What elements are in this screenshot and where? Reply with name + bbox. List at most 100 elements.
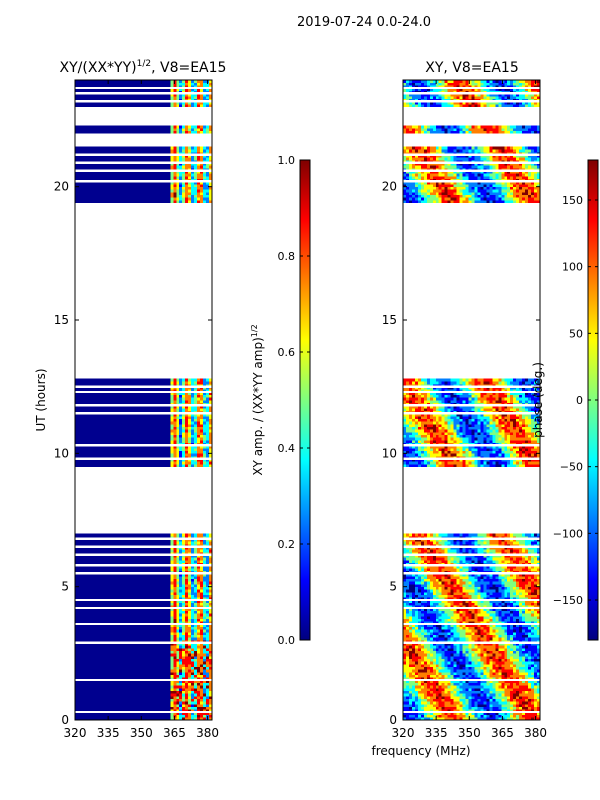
heatmap-cell [194, 453, 198, 457]
heatmap-cell [200, 538, 204, 542]
heatmap-cell [188, 648, 192, 651]
heatmap-cell [113, 704, 117, 707]
heatmap-cell [137, 624, 141, 627]
heatmap-cell [89, 464, 94, 467]
heatmap-cell [113, 682, 117, 686]
heatmap-cell [185, 626, 189, 630]
heatmap-cell [143, 610, 147, 614]
heatmap-cell [101, 685, 106, 689]
heatmap-cell [122, 714, 126, 718]
heatmap-cell [176, 669, 180, 673]
heatmap-cell [182, 400, 186, 403]
heatmap-cell [206, 560, 210, 563]
heatmap-cell [200, 592, 204, 595]
heatmap-cell [107, 546, 112, 550]
heatmap-cell [185, 581, 189, 585]
heatmap-cell [143, 632, 147, 635]
heatmap-cell [125, 437, 129, 441]
heatmap-cell [185, 576, 189, 579]
heatmap-cell [80, 594, 85, 598]
heatmap-cell [194, 192, 198, 195]
heatmap-cell [128, 672, 132, 675]
heatmap-cell [119, 533, 123, 537]
heatmap-cell [203, 682, 207, 686]
heatmap-cell [155, 418, 159, 422]
heatmap-cell [101, 450, 106, 454]
heatmap-cell [110, 637, 115, 641]
heatmap-cell [92, 461, 97, 465]
heatmap-cell [128, 405, 132, 409]
heatmap-cell [77, 578, 82, 582]
heatmap-cell [125, 693, 129, 697]
heatmap-cell [92, 592, 97, 595]
heatmap-cell [104, 426, 109, 430]
heatmap-cell [122, 592, 126, 595]
heatmap-cell [75, 549, 79, 553]
heatmap-cell [92, 450, 97, 454]
heatmap-cell [107, 669, 112, 673]
heatmap-cell [137, 610, 141, 614]
heatmap-cell [75, 690, 79, 694]
heatmap-cell [95, 693, 100, 697]
heatmap-cell [92, 453, 97, 457]
heatmap-cell [92, 701, 97, 705]
heatmap-cell [83, 701, 88, 705]
heatmap-cell [134, 192, 138, 195]
heatmap-cell [113, 408, 117, 411]
heatmap-cell [122, 706, 126, 710]
heatmap-cell [197, 653, 201, 657]
heatmap-cell [146, 413, 150, 417]
heatmap-cell [113, 378, 117, 382]
heatmap-cell [209, 682, 213, 686]
heatmap-cell [164, 584, 168, 587]
heatmap-cell [77, 600, 82, 603]
heatmap-cell [194, 712, 198, 715]
heatmap-cell [77, 688, 82, 691]
heatmap-cell [77, 589, 82, 593]
heatmap-cell [170, 653, 174, 657]
heatmap-cell [149, 189, 153, 193]
heatmap-cell [75, 546, 79, 550]
heatmap-cell [116, 200, 120, 203]
heatmap-cell [110, 408, 115, 411]
heatmap-cell [194, 594, 198, 598]
heatmap-cell [146, 418, 150, 422]
heatmap-cell [134, 400, 138, 403]
heatmap-cell [86, 586, 91, 590]
heatmap-cell [116, 576, 120, 579]
heatmap-cell [134, 714, 138, 718]
heatmap-cell [98, 434, 103, 438]
heatmap-cell [116, 584, 120, 587]
heatmap-cell [128, 432, 132, 435]
heatmap-cell [158, 573, 162, 577]
heatmap-cell [89, 432, 94, 435]
heatmap-cell [146, 576, 150, 579]
heatmap-cell [146, 560, 150, 563]
heatmap-cell [209, 549, 213, 553]
heatmap-cell [104, 546, 109, 550]
heatmap-cell [134, 701, 138, 705]
heatmap-cell [137, 602, 141, 606]
heatmap-cell [101, 664, 106, 667]
heatmap-cell [173, 378, 177, 382]
heatmap-cell [128, 392, 132, 395]
heatmap-cell [104, 642, 109, 646]
heatmap-cell [158, 693, 162, 697]
heatmap-cell [104, 437, 109, 441]
heatmap-cell [131, 698, 135, 702]
heatmap-cell [125, 450, 129, 454]
heatmap-cell [92, 717, 97, 721]
heatmap-cell [158, 666, 162, 670]
heatmap-cell [98, 645, 103, 649]
heatmap-cell [86, 568, 91, 571]
heatmap-cell [152, 602, 156, 606]
heatmap-cell [167, 445, 171, 449]
heatmap-cell [92, 192, 97, 195]
heatmap-cell [140, 397, 144, 401]
heatmap-cell [161, 717, 165, 721]
heatmap-cell [77, 392, 82, 395]
heatmap-cell [206, 197, 210, 201]
heatmap-cell [107, 680, 112, 683]
heatmap-cell [155, 714, 159, 718]
heatmap-cell [134, 688, 138, 691]
